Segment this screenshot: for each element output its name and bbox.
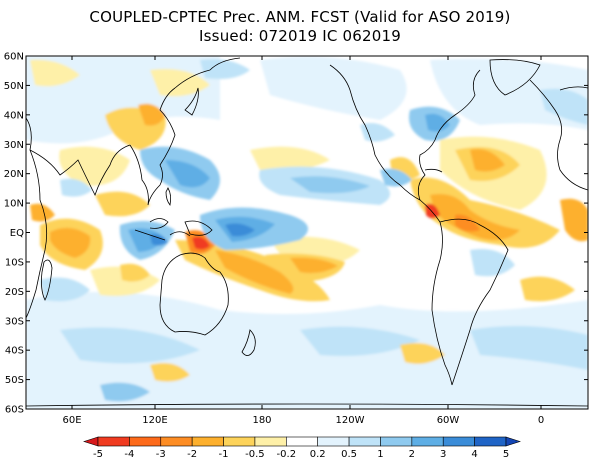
colorbar-segment — [411, 436, 444, 447]
lat-label: EQ — [10, 228, 24, 239]
colorbar-label: 1 — [377, 449, 383, 460]
colorbar-segment — [348, 436, 381, 447]
colorbar-segment — [442, 436, 475, 447]
colorbar-label: 5 — [503, 449, 509, 460]
colorbar-end-high — [505, 436, 521, 447]
colorbar-segment — [286, 436, 318, 447]
colorbar-label: 2 — [409, 449, 415, 460]
colorbar-label: 0.5 — [341, 449, 357, 460]
colorbar-label: -0.2 — [277, 449, 297, 460]
colorbar-label: -1 — [219, 449, 229, 460]
map-title: COUPLED-CPTEC Prec. ANM. FCST (Valid for… — [89, 8, 511, 26]
colorbar-label: 4 — [471, 449, 477, 460]
latitude-axis: 60N 50N 40N 30N 20N 10N EQ 10S 20S 30S 40S 50S 60S — [4, 52, 588, 416]
colorbar: -5 -4 -3 -2 -1 -0.5 -0.2 0.2 0.5 1 2 3 4 5 — [83, 436, 521, 460]
lat-label: 20N — [4, 169, 24, 180]
lon-label: 180 — [252, 415, 271, 426]
lat-label: 20S — [5, 287, 24, 298]
lat-label: 30N — [4, 140, 24, 151]
lat-label: 50S — [5, 375, 24, 386]
colorbar-label: -2 — [187, 449, 197, 460]
colorbar-label: -5 — [93, 449, 103, 460]
colorbar-segment — [317, 436, 350, 447]
lon-label: 120E — [142, 415, 167, 426]
lat-label: 40S — [5, 346, 24, 357]
colorbar-segment — [129, 436, 162, 447]
longitude-axis: 60E 120E 180 120W 60W 0 — [62, 56, 544, 426]
map-subtitle: Issued: 072019 IC 062019 — [199, 27, 401, 45]
lat-label: 30S — [5, 316, 24, 327]
colorbar-label: 0.2 — [310, 449, 326, 460]
lon-label: 0 — [538, 415, 544, 426]
lat-label: 60N — [4, 52, 24, 63]
lat-label: 50N — [4, 81, 24, 92]
colorbar-label: -0.5 — [245, 449, 265, 460]
lat-label: 40N — [4, 110, 24, 121]
colorbar-label: -3 — [156, 449, 166, 460]
lat-label: 10S — [5, 257, 24, 268]
colorbar-segment — [160, 436, 193, 447]
anomaly-field — [26, 56, 588, 409]
colorbar-segment — [380, 436, 413, 447]
lon-label: 60W — [437, 415, 460, 426]
colorbar-segment — [254, 436, 287, 447]
lat-label: 10N — [4, 199, 24, 210]
colorbar-segment — [223, 436, 256, 447]
colorbar-label: -4 — [124, 449, 134, 460]
colorbar-segment — [97, 436, 130, 447]
colorbar-label: 3 — [440, 449, 446, 460]
lon-label: 60E — [62, 415, 81, 426]
lon-label: 120W — [336, 415, 365, 426]
colorbar-segment — [191, 436, 224, 447]
colorbar-segment — [474, 436, 507, 447]
lat-label: 60S — [5, 405, 24, 416]
colorbar-end-low — [83, 436, 99, 447]
coastlines — [26, 57, 588, 407]
